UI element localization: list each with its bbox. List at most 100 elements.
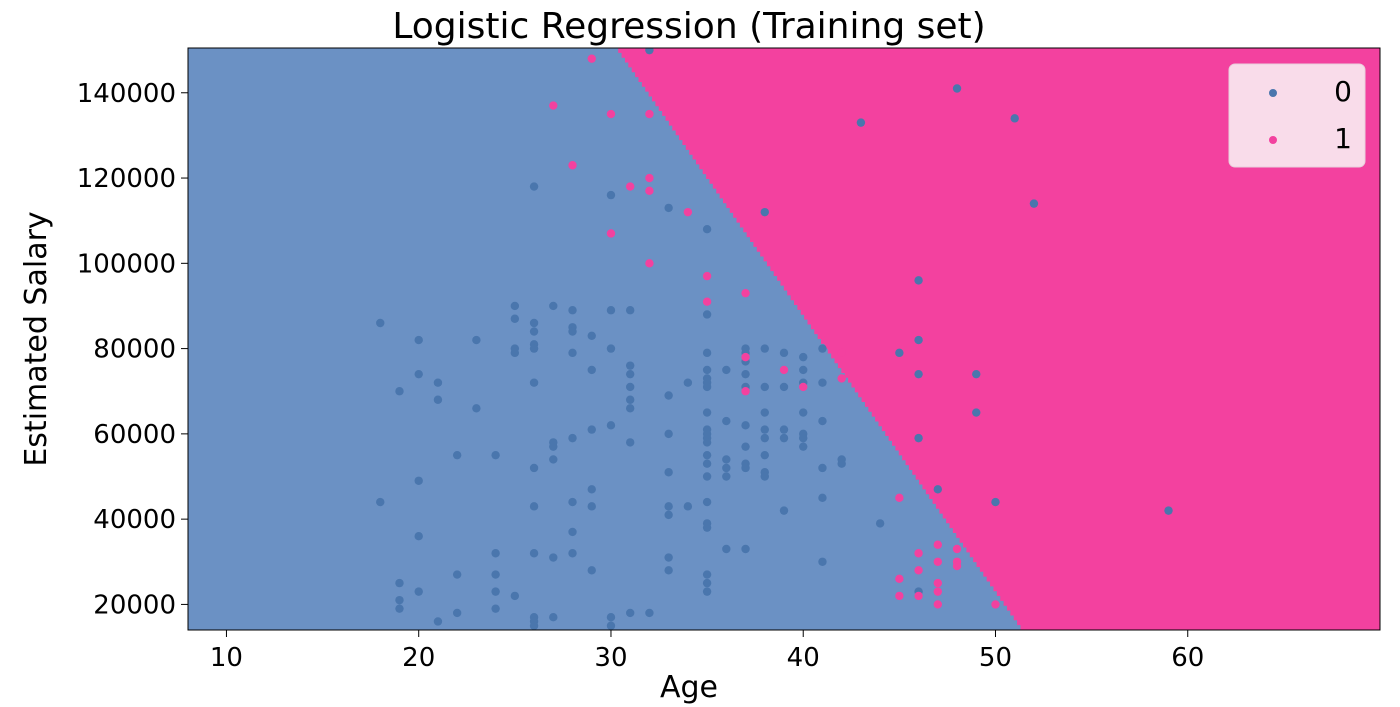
- point-class-0: [722, 544, 731, 554]
- legend-label-0: 0: [1334, 75, 1352, 108]
- point-class-0: [491, 587, 500, 596]
- point-class-0: [568, 348, 577, 358]
- point-class-0: [606, 306, 616, 315]
- point-class-1: [991, 600, 1000, 609]
- y-tick-label: 100000: [77, 249, 176, 279]
- point-class-0: [606, 613, 616, 622]
- point-class-0: [625, 382, 635, 392]
- region-class-1: [618, 48, 1380, 630]
- point-class-1: [683, 207, 693, 217]
- point-class-0: [1029, 199, 1039, 208]
- point-class-1: [952, 544, 962, 554]
- point-class-0: [741, 463, 750, 473]
- point-class-0: [914, 433, 923, 443]
- point-class-0: [664, 502, 673, 511]
- point-class-0: [510, 301, 520, 311]
- chart-title: Logistic Regression (Training set): [392, 6, 985, 47]
- point-class-0: [779, 433, 789, 443]
- point-class-0: [722, 365, 731, 375]
- point-class-0: [568, 549, 577, 558]
- point-class-0: [779, 348, 789, 358]
- point-class-0: [395, 578, 404, 588]
- point-class-1: [645, 109, 654, 119]
- legend-marker-1: [1269, 136, 1277, 144]
- point-class-0: [702, 450, 712, 460]
- x-tick-label: 20: [402, 643, 435, 673]
- point-class-0: [395, 387, 404, 396]
- point-class-0: [491, 570, 500, 579]
- point-class-0: [799, 365, 808, 375]
- point-class-0: [452, 450, 462, 460]
- point-class-1: [837, 374, 846, 383]
- point-class-0: [702, 225, 712, 234]
- point-class-0: [664, 429, 673, 439]
- point-class-0: [702, 570, 712, 579]
- point-class-0: [529, 463, 539, 473]
- point-class-0: [549, 553, 558, 562]
- point-class-0: [722, 472, 731, 481]
- x-tick-label: 60: [1171, 643, 1204, 673]
- point-class-0: [856, 118, 866, 127]
- point-class-0: [799, 408, 808, 417]
- point-class-0: [549, 442, 558, 451]
- point-class-0: [510, 591, 520, 601]
- point-class-0: [933, 485, 943, 494]
- point-class-1: [568, 161, 577, 170]
- point-class-0: [452, 570, 462, 579]
- point-class-0: [702, 348, 712, 358]
- point-class-0: [606, 344, 616, 353]
- point-class-0: [606, 421, 616, 430]
- point-class-0: [433, 395, 443, 404]
- point-class-0: [606, 621, 616, 630]
- point-class-1: [606, 109, 616, 119]
- point-class-0: [529, 182, 539, 191]
- x-tick-label: 10: [210, 643, 243, 673]
- point-class-0: [645, 608, 654, 618]
- point-class-0: [414, 335, 423, 345]
- legend-marker-0: [1269, 89, 1277, 97]
- point-class-0: [414, 476, 423, 485]
- point-class-0: [760, 207, 769, 217]
- point-class-1: [895, 574, 904, 584]
- point-class-0: [702, 459, 712, 468]
- point-class-0: [760, 450, 769, 460]
- point-class-0: [529, 621, 539, 630]
- point-class-1: [779, 365, 789, 375]
- point-class-0: [529, 378, 539, 387]
- point-class-0: [702, 578, 712, 588]
- point-class-1: [702, 297, 712, 306]
- point-class-0: [395, 604, 404, 613]
- point-class-0: [702, 382, 712, 392]
- point-class-0: [722, 416, 731, 426]
- point-class-0: [529, 327, 539, 336]
- point-class-0: [549, 455, 558, 464]
- point-class-0: [529, 549, 539, 558]
- point-class-1: [933, 578, 943, 588]
- point-class-0: [549, 613, 558, 622]
- point-class-0: [529, 502, 539, 511]
- point-class-1: [914, 591, 923, 601]
- point-class-1: [645, 186, 654, 196]
- point-class-0: [818, 463, 827, 473]
- point-class-1: [914, 549, 923, 558]
- point-class-0: [683, 378, 693, 387]
- point-class-0: [952, 84, 962, 93]
- point-class-0: [779, 425, 789, 434]
- point-class-0: [702, 365, 712, 375]
- point-class-0: [472, 335, 481, 345]
- point-class-1: [895, 493, 904, 503]
- point-class-0: [702, 408, 712, 417]
- point-class-0: [664, 510, 673, 520]
- point-class-0: [568, 327, 577, 336]
- point-class-0: [433, 617, 443, 626]
- point-class-0: [568, 306, 577, 315]
- point-class-1: [933, 600, 943, 609]
- point-class-1: [933, 587, 943, 596]
- point-class-0: [914, 335, 923, 345]
- point-class-0: [568, 497, 577, 507]
- point-class-0: [625, 306, 635, 315]
- point-class-0: [760, 425, 769, 434]
- point-class-0: [587, 425, 596, 434]
- point-class-0: [779, 382, 789, 392]
- point-class-0: [818, 344, 827, 353]
